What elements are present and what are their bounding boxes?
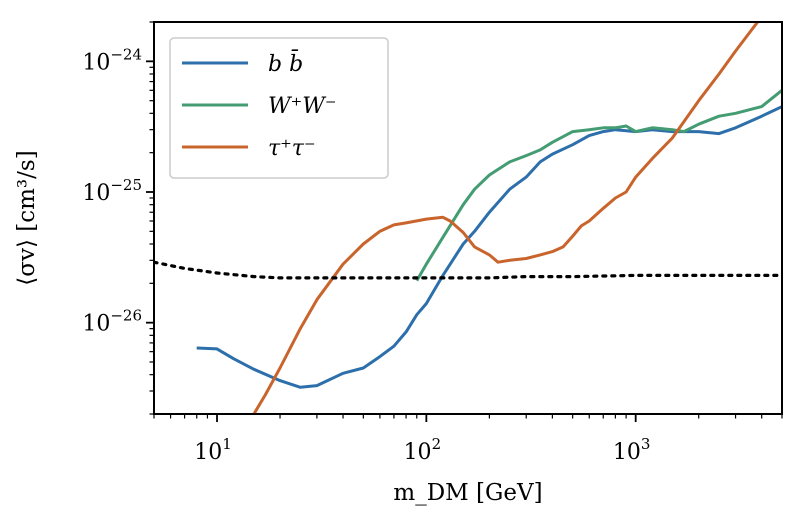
legend: b b̄ W⁺W⁻ τ⁺τ⁻ <box>169 37 389 179</box>
legend-label: τ⁺τ⁻ <box>268 136 316 161</box>
legend-label: W⁺W⁻ <box>268 94 336 119</box>
series-layer <box>154 22 782 414</box>
series-line-1 <box>196 105 782 389</box>
y-axis-label: ⟨σv⟩ [cm³/s] <box>14 150 40 285</box>
series-line-2 <box>415 89 782 282</box>
tick-layer: 101 102 103 10−26 10−25 10−24 <box>82 21 783 465</box>
plot-frame <box>153 21 783 415</box>
x-tick-label: 102 <box>404 435 442 465</box>
x-tick-label: 101 <box>194 435 232 465</box>
x-tick-label: 103 <box>613 435 651 465</box>
y-tick-label: 10−26 <box>82 307 142 337</box>
series-line-4 <box>154 260 782 280</box>
legend-label: b b̄ <box>268 49 303 77</box>
y-tick-label: 10−24 <box>82 45 142 75</box>
series-line-3 <box>252 22 760 414</box>
x-axis-label: m_DM [GeV] <box>393 480 542 506</box>
y-tick-label: 10−25 <box>82 176 142 206</box>
legend-box <box>169 37 389 179</box>
